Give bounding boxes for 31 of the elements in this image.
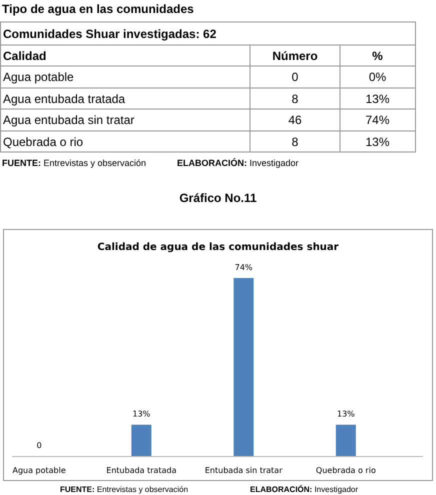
text: Número [272,49,318,63]
text: 8 [292,135,299,149]
text: 13% [365,135,390,149]
text: 0 [292,70,299,84]
text: 8 [292,92,299,106]
data-label: 74% [234,263,253,272]
text: % [372,49,384,63]
text: ELABORACIÓN: Investigador [250,484,358,494]
x-tick-label: Entubada tratada [106,466,177,475]
text: Agua entubada sin tratar [3,113,134,127]
text: Tipo de agua en las comunidades [2,2,194,16]
x-tick-label: Entubada sin tratar [204,466,284,475]
text: 0% [368,70,386,84]
text: ELABORACIÓN: Investigador [177,158,299,168]
source-note: FUENTE: Entrevistas y observación [2,158,146,168]
text: Agua potable [3,70,74,84]
text: 74% [365,113,390,127]
data-label: 13% [132,410,151,419]
text: Calidad [3,49,46,63]
text: Quebrada o rio [3,135,84,149]
text: Comunidades Shuar investigadas: 62 [3,27,217,41]
x-tick-label: Agua potable [12,466,66,475]
text: 13% [365,92,390,106]
chart-title: Calidad de agua de las comunidades shuar [97,242,339,253]
text: Gráfico No.11 [179,191,257,205]
text: 46 [288,113,302,127]
source-note: FUENTE: Entrevistas y observación [60,485,188,494]
data-label: 0 [36,441,42,450]
text: Agua entubada tratada [3,92,126,106]
data-label: 13% [336,410,356,419]
x-tick-label: Quebrada o rio [316,466,376,475]
